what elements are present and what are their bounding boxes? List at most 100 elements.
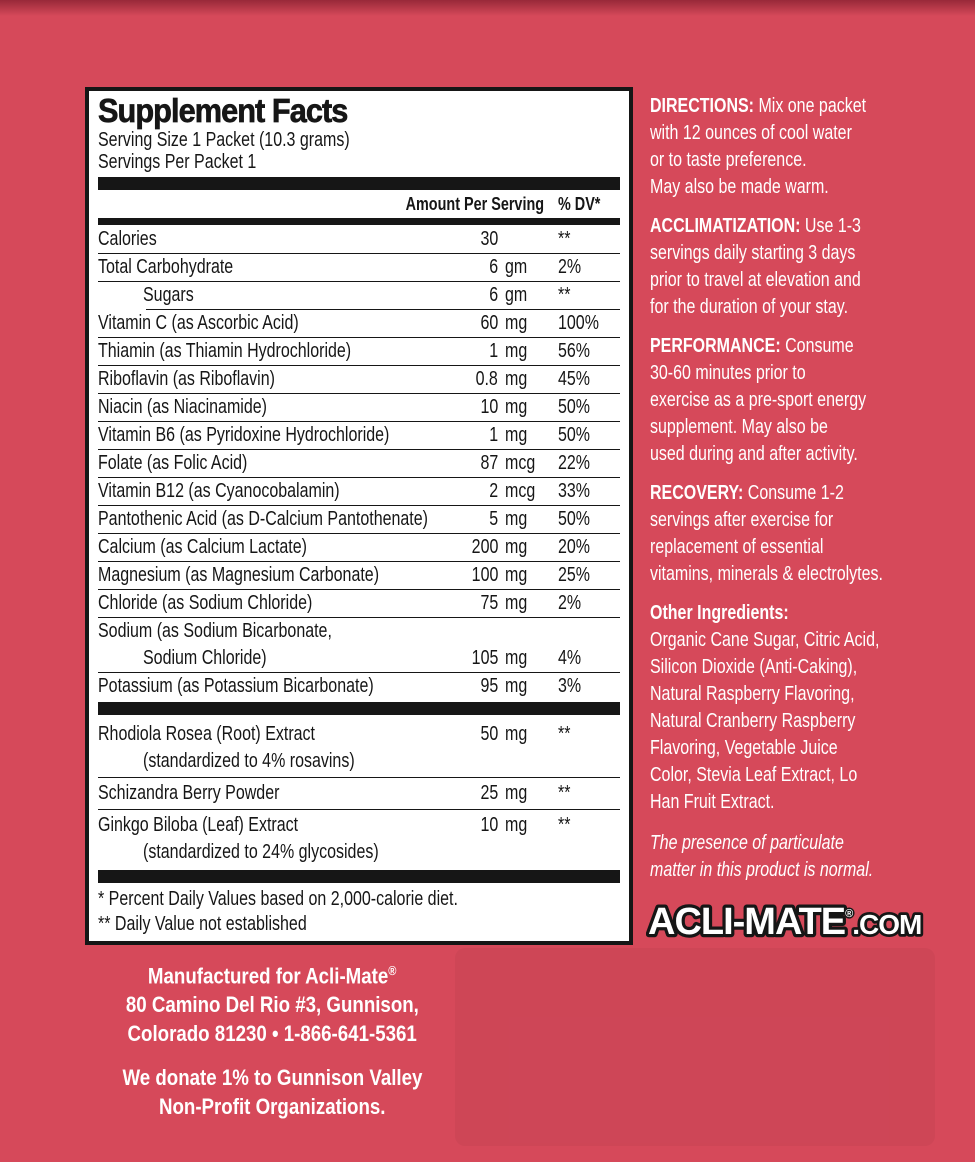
nutrient-name-text: Rhodiola Rosea (Root) Extract [98,723,315,745]
daily-value-cell: ** [544,226,620,253]
registered-mark: ® [388,963,397,978]
supplement-facts-panel: Supplement Facts Serving Size 1 Packet (… [85,87,633,945]
nutrient-name-text: Riboflavin (as Riboflavin) [98,368,275,390]
amount-unit [498,226,544,253]
amount-value-text: 2 [489,480,498,502]
nutrient-name-text: (standardized to 24% glycosides) [143,841,379,863]
amount-unit [498,748,544,775]
manufacturer-line-text: Manufactured for Acli-Mate® [147,963,397,989]
other-ingredients-paragraph: Other Ingredients: Organic Cane Sugar, Ci… [650,600,960,816]
daily-value-text: 25% [558,564,591,586]
daily-value-cell [544,618,620,645]
paragraph-line-text: RECOVERY: Consume 1-2 [650,482,844,504]
row-separator [98,777,620,778]
paragraph-line-text: Organic Cane Sugar, Citric Acid, [650,629,880,651]
table-row-line: Sugars 6 gm ** [98,282,620,309]
table-row: Folate (as Folic Acid) 87 mcg 22% [98,450,620,477]
amount-value: 2 [432,478,498,505]
amount-unit-text: gm [505,256,528,278]
manufacturer-line-text: Colorado 81230 • 1-866-641-5361 [127,1021,417,1047]
daily-value-text: ** [558,814,571,836]
table-row: Chloride (as Sodium Chloride) 75 mg 2% [98,590,620,617]
table-row: Sugars 6 gm ** [98,282,620,309]
table-row: Ginkgo Biloba (Leaf) Extract 10 mg ** (stand… [98,810,620,868]
amount-unit-text: mg [505,782,528,804]
nutrient-name: Vitamin B12 (as Cyanocobalamin) [98,478,432,505]
amount-unit-text: mg [505,340,528,362]
amount-cell: 105 mg [432,645,544,672]
nutrient-name: Chloride (as Sodium Chloride) [98,590,432,617]
nutrient-name: Vitamin C (as Ascorbic Acid) [98,310,432,337]
nutrient-name-text: (standardized to 4% rosavins) [143,750,355,772]
daily-value-text: 3% [558,675,582,697]
amount-cell: 6 gm [432,254,544,281]
daily-value-text: 2% [558,592,582,614]
paragraph-line: vitamins, minerals & electrolytes. [650,561,960,588]
manufacturer-block: Manufactured for Acli-Mate® 80 Camino Del… [72,956,472,1121]
amount-cell: 60 mg [432,310,544,337]
table-row-line: Sodium Chloride) 105 mg 4% [98,645,620,672]
paragraph-line-text: Flavoring, Vegetable Juice [650,737,838,759]
daily-value-text: 50% [558,396,591,418]
daily-value-text: ** [558,284,571,306]
daily-value-cell [544,839,620,866]
table-row: Vitamin B6 (as Pyridoxine Hydrochloride)… [98,422,620,449]
paragraph-line-text: Silicon Dioxide (Anti-Caking), [650,656,858,678]
paragraph-line-text: Natural Raspberry Flavoring, [650,683,855,705]
paragraph-line: Flavoring, Vegetable Juice [650,735,960,762]
daily-value-text: 56% [558,340,591,362]
amount-cell: 50 mg [432,721,544,748]
row-separator [98,505,620,506]
paragraph-line-text: with 12 ounces of cool water [650,122,852,144]
daily-value-cell: 25% [544,562,620,589]
paragraph-line-text: servings after exercise for [650,509,834,531]
nutrient-name: Pantothenic Acid (as D-Calcium Pantothen… [98,506,432,533]
paragraph-line: May also be made warm. [650,174,960,201]
amount-unit [498,839,544,866]
daily-value-text: 50% [558,508,591,530]
paragraph-line-text: matter in this product is normal. [650,859,874,881]
column-header-amount-text: Amount Per Serving [405,194,544,214]
daily-value-text: 2% [558,256,582,278]
row-separator [98,253,620,254]
daily-value-cell: 45% [544,366,620,393]
paragraph-line: 30-60 minutes prior to [650,360,960,387]
table-row-line: (standardized to 4% rosavins) [98,748,620,775]
paragraph-line-text: DIRECTIONS: Mix one packet [650,95,867,117]
amount-unit-text: mcg [505,480,536,502]
daily-value-text: 20% [558,536,591,558]
amount-cell: 87 mcg [432,450,544,477]
nutrient-name-text: Niacin (as Niacinamide) [98,396,267,418]
donation-line: Non-Profit Organizations. [72,1092,472,1121]
nutrient-name: Sodium Chloride) [98,645,432,672]
paragraph-line: servings daily starting 3 days [650,240,960,267]
daily-value-cell: 20% [544,534,620,561]
divider-bar-bottom [98,870,620,883]
amount-value: 100 [432,562,498,589]
daily-value-cell: 4% [544,645,620,672]
nutrient-name-text: Pantothenic Acid (as D-Calcium Pantothen… [98,508,428,530]
serving-size: Serving Size 1 Packet (10.3 grams) [98,129,350,151]
paragraph-line: prior to travel at elevation and [650,267,960,294]
daily-value-cell: 50% [544,506,620,533]
nutrient-name: Riboflavin (as Riboflavin) [98,366,432,393]
footnote-line: ** Daily Value not established [98,912,620,937]
donation-block: We donate 1% to Gunnison Valley Non-Profi… [72,1063,472,1121]
paragraph-line: or to taste preference. [650,147,960,174]
amount-value [432,748,498,775]
nutrient-name-text: Total Carbohydrate [98,256,234,278]
manufacturer-line: 80 Camino Del Rio #3, Gunnison, [72,990,472,1019]
amount-unit-text: mg [505,564,528,586]
amount-value-text: 95 [480,675,498,697]
nutrient-name-text: Calcium (as Calcium Lactate) [98,536,307,558]
paragraph-line-text: exercise as a pre-sport energy [650,389,867,411]
amount-value: 25 [432,780,498,807]
nutrient-name: Ginkgo Biloba (Leaf) Extract [98,812,432,839]
amount-cell: 5 mg [432,506,544,533]
donation-line-text: Non-Profit Organizations. [158,1094,386,1120]
column-header-dv: % DV* [544,192,620,216]
paragraph-line-text: prior to travel at elevation and [650,269,861,291]
row-separator [98,589,620,590]
acclimatization-paragraph: ACCLIMATIZATION: Use 1-3 servings daily s… [650,213,960,321]
amount-unit: mg [498,562,544,589]
